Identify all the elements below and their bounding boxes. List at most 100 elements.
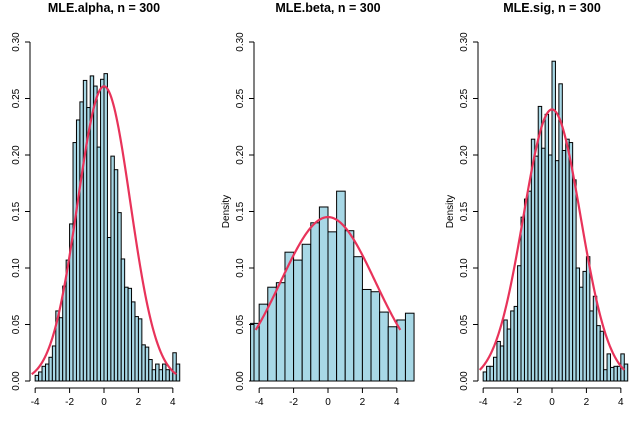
histogram-bar (613, 365, 618, 382)
histogram-bar (137, 318, 143, 382)
x-tick-label: 4 (618, 397, 624, 408)
density-curve (254, 215, 402, 331)
density-curve (31, 85, 177, 376)
histogram-bar (610, 366, 615, 382)
histogram-bar (517, 265, 522, 382)
histogram-bar (141, 344, 146, 382)
histogram-bar (113, 169, 119, 382)
y-tick-label: 0.25 (235, 88, 246, 108)
histogram-bar (396, 319, 406, 382)
y-tick-label: 0.25 (459, 88, 470, 108)
histogram-bar (520, 216, 525, 382)
histogram-bar (623, 363, 629, 382)
histogram-bar (86, 107, 91, 382)
histogram-bar (124, 286, 129, 382)
histogram-bar (110, 155, 115, 382)
histogram-bar (379, 311, 389, 382)
histogram-bar (585, 256, 591, 382)
y-tick-label: 0.30 (459, 32, 470, 52)
histogram-bar (589, 310, 594, 382)
histogram-bar (503, 319, 508, 382)
y-tick-label: 0.10 (235, 258, 246, 278)
y-tick-label: 0.10 (459, 258, 470, 278)
histogram-bar (606, 353, 612, 382)
histogram-bar (506, 328, 512, 382)
histogram-bar (165, 369, 170, 382)
density-curve (478, 108, 626, 371)
histogram-bar (344, 230, 355, 382)
y-tick-label: 0.05 (235, 314, 246, 334)
histogram-bar (527, 190, 532, 382)
histogram-bar (100, 78, 105, 382)
histogram-bar (62, 285, 67, 382)
y-tick-label: 0.05 (459, 314, 470, 334)
histogram-bar (554, 160, 560, 382)
histogram-bar (544, 113, 550, 382)
y-tick-label: 0.20 (11, 145, 22, 165)
y-axis-label: Density (221, 195, 232, 228)
histogram-bar (568, 142, 574, 382)
panel-3: MLE.sig, n = 300 0.00 0.05 0.10 0.15 0.20 0.25… (445, 1, 629, 408)
x-tick-label: -4 (31, 397, 40, 408)
histogram-bar (82, 79, 88, 382)
x-tick-label: 4 (170, 397, 176, 408)
x-tick-label: -2 (65, 397, 74, 408)
chart-title: MLE.beta, n = 300 (275, 1, 380, 15)
y-tick-label: 0.15 (235, 201, 246, 221)
histogram-bar (38, 371, 43, 382)
y-tick-label: 0.15 (11, 201, 22, 221)
histogram-bar (575, 267, 581, 382)
histogram-bar (572, 179, 577, 382)
x-tick-label: 0 (325, 397, 331, 408)
histogram-bar (489, 365, 494, 382)
histogram-bar (530, 138, 536, 382)
histogram-bar (603, 369, 608, 382)
x-tick-label: 0 (101, 397, 107, 408)
histogram-bar (541, 147, 546, 382)
y-tick-label: 0.00 (235, 371, 246, 391)
histogram-bar (148, 359, 153, 382)
histogram-bar (131, 301, 136, 382)
histogram-bar (565, 138, 570, 382)
histogram-bar (599, 330, 605, 382)
x-tick-label: 2 (360, 397, 366, 408)
x-tick-label: -4 (479, 397, 488, 408)
y-tick-label: 0.20 (235, 145, 246, 165)
histogram-bar (496, 340, 501, 382)
x-tick-label: -4 (255, 397, 264, 408)
histogram-bar (318, 206, 329, 382)
y-tick-label: 0.30 (235, 32, 246, 52)
histogram-bar (592, 295, 598, 382)
histogram-bar (93, 85, 98, 382)
histogram-bar (561, 149, 567, 382)
histogram-bar (370, 291, 381, 382)
x-tick-label: 2 (584, 397, 590, 408)
histogram-bar (79, 101, 84, 382)
histogram-bar (499, 345, 505, 382)
histogram-bar (293, 259, 303, 382)
histogram-bar (117, 212, 122, 382)
histogram-bar (537, 105, 543, 382)
histogram-bar (51, 345, 57, 382)
histogram-bar (175, 363, 181, 382)
histogram-bar (58, 317, 64, 382)
histogram-bar (361, 288, 372, 382)
histogram-bar (96, 146, 102, 382)
x-tick-label: 4 (394, 397, 400, 408)
histogram-bar (162, 363, 167, 382)
histogram-bar (596, 325, 601, 382)
y-tick-label: 0.00 (459, 371, 470, 391)
y-tick-label: 0.10 (11, 258, 22, 278)
histogram-bar (120, 258, 126, 382)
histogram-bar (127, 287, 133, 382)
histogram-bar (34, 374, 40, 382)
histogram-bar (151, 369, 157, 382)
histogram-bar (579, 286, 584, 382)
y-axis-label: Density (445, 195, 456, 228)
chart-title: MLE.sig, n = 300 (503, 1, 601, 15)
histogram-bar (404, 312, 415, 382)
y-tick-label: 0.15 (459, 201, 470, 221)
histogram-bar (387, 326, 398, 382)
histogram-bar (106, 236, 112, 382)
